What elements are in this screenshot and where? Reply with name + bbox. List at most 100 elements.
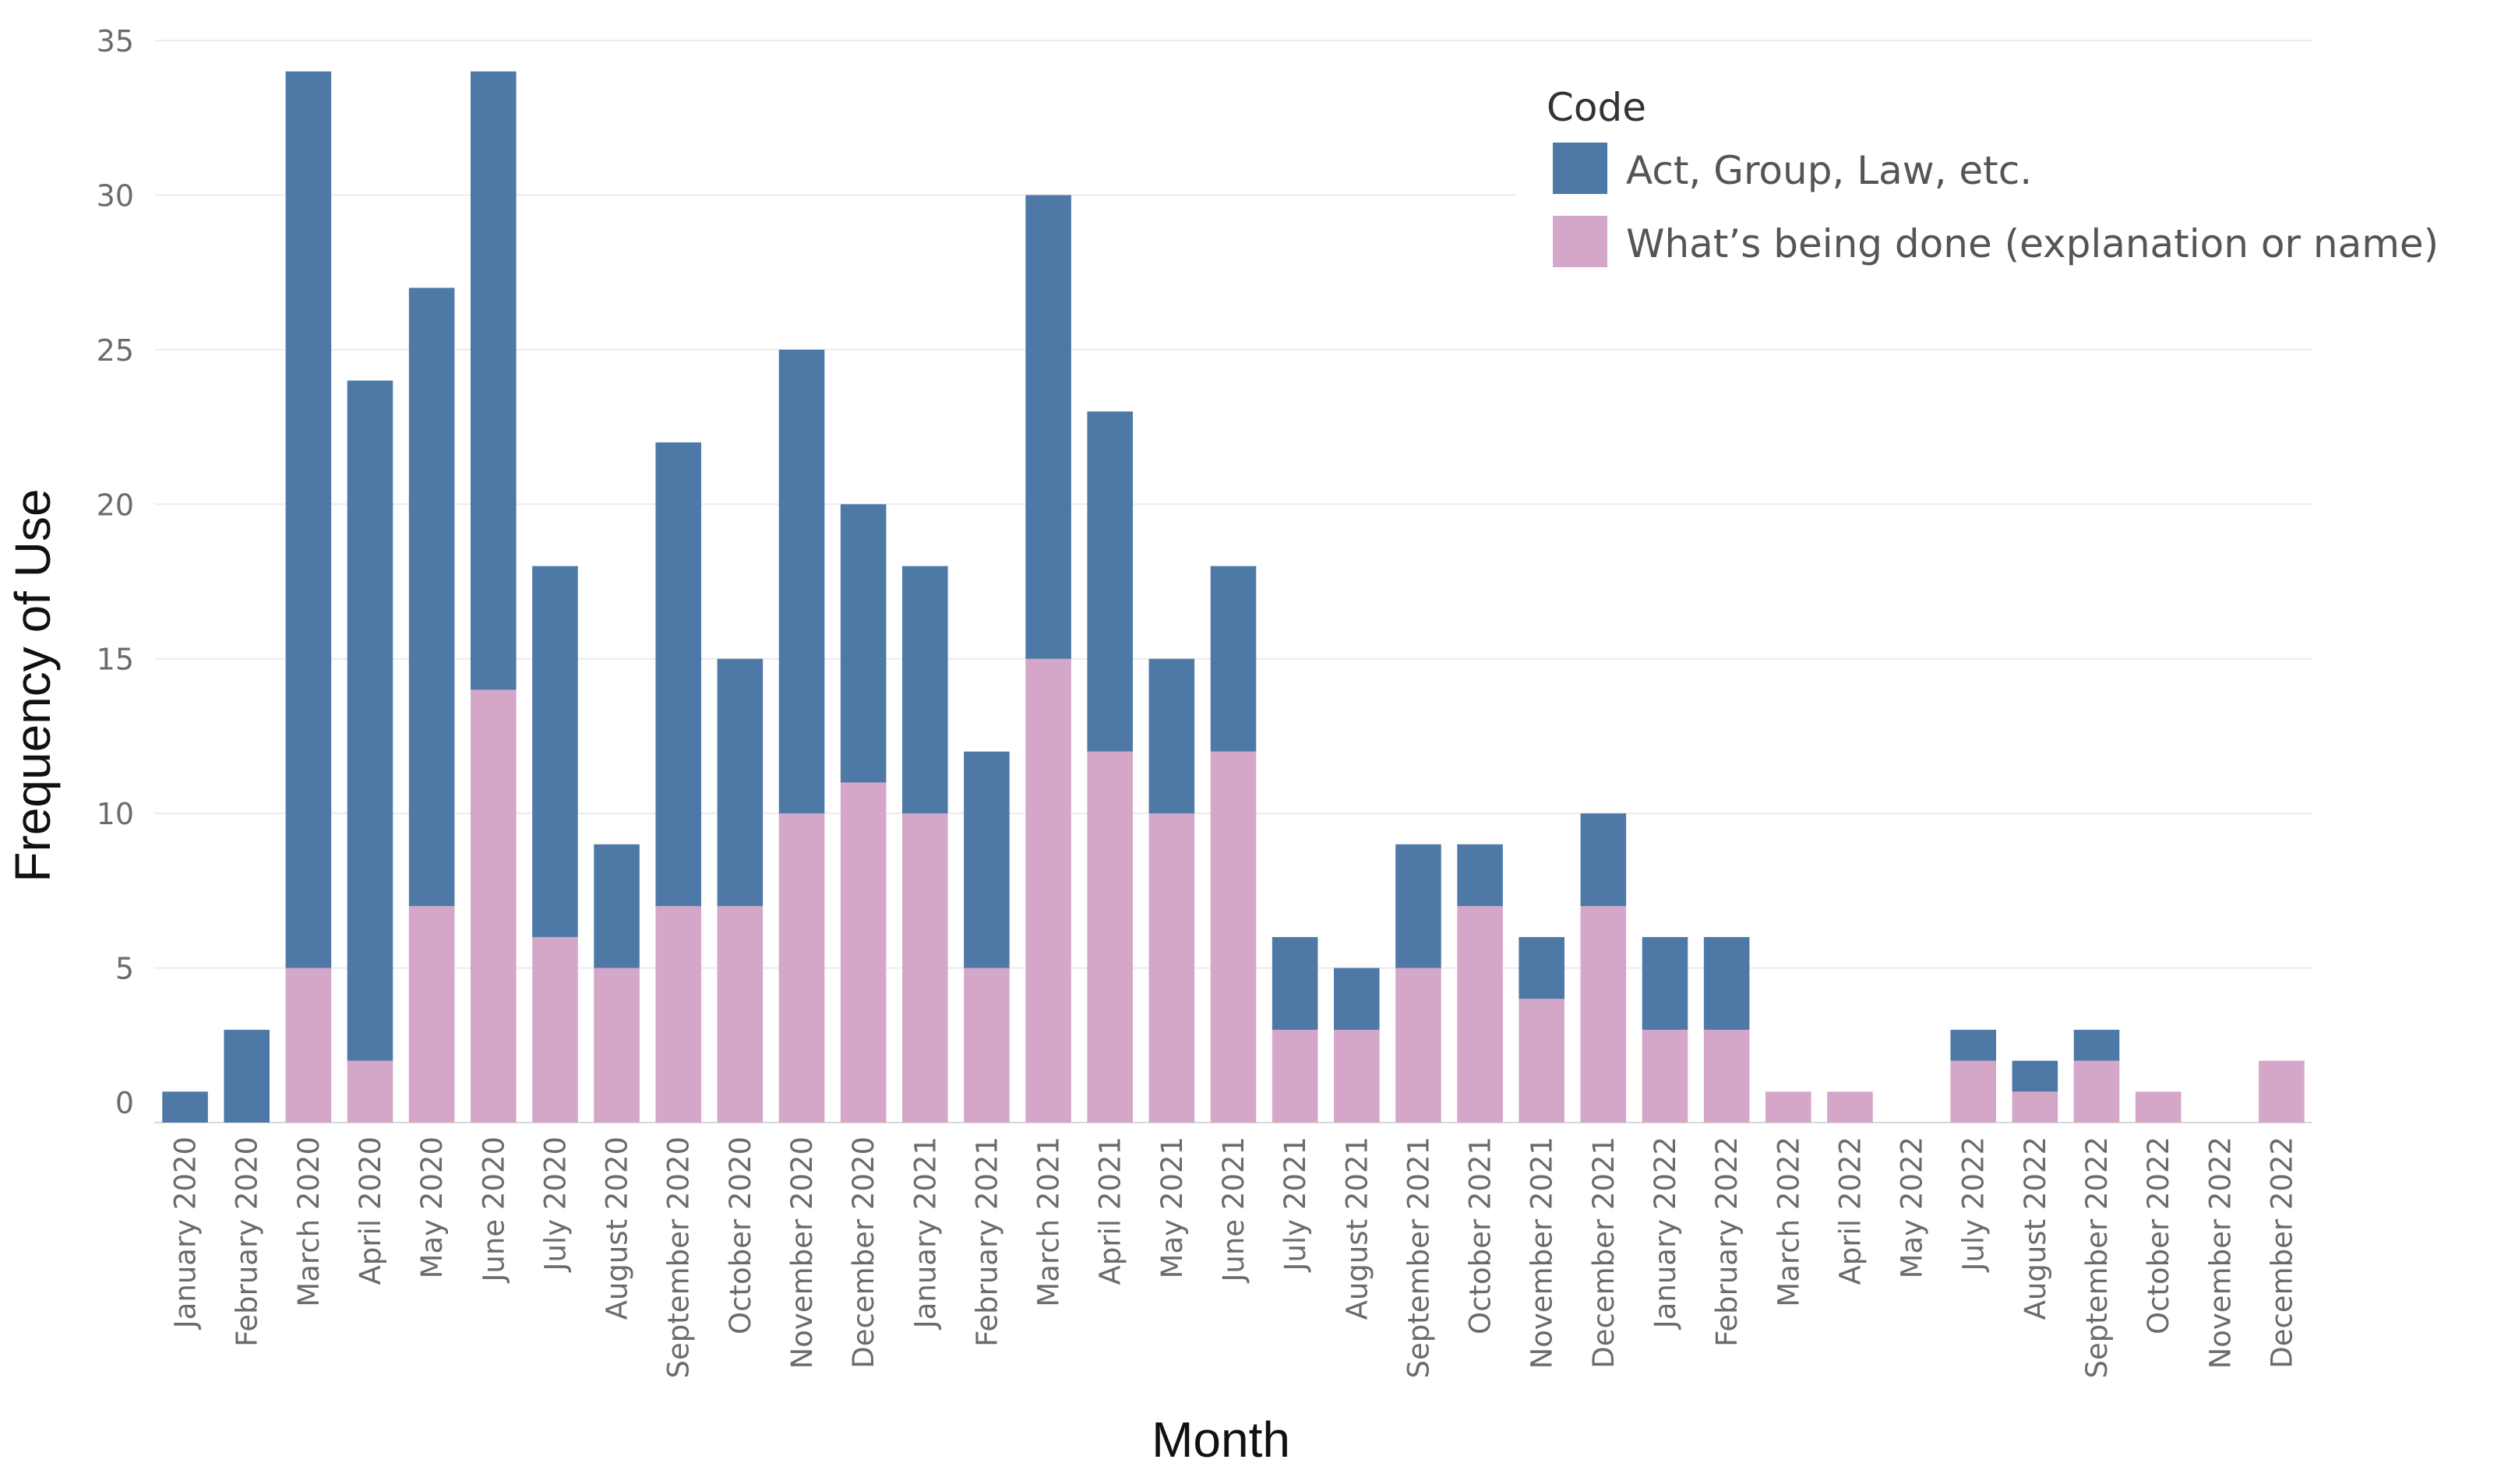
bar-segment-whats-being-done — [902, 813, 948, 1123]
x-tick-label: July 2021 — [1279, 1137, 1312, 1272]
bar-segment-act-group-law — [162, 1091, 208, 1123]
bar-segment-whats-being-done — [1087, 751, 1133, 1123]
x-tick-label: August 2022 — [2019, 1137, 2052, 1320]
bar-segment-whats-being-done — [1827, 1091, 1873, 1123]
bar-segment-act-group-law — [778, 349, 825, 814]
bar-segment-whats-being-done — [1950, 1060, 1996, 1123]
bar-segment-whats-being-done — [1272, 1029, 1318, 1123]
bar-segment-whats-being-done — [1148, 813, 1195, 1123]
x-tick-label: May 2020 — [415, 1137, 449, 1278]
bar-segment-act-group-law — [1025, 195, 1071, 659]
bar-segment-whats-being-done — [1642, 1029, 1688, 1123]
bar-segment-whats-being-done — [1025, 658, 1071, 1123]
x-tick-label: February 2021 — [970, 1137, 1004, 1347]
x-tick-label: December 2022 — [2265, 1137, 2298, 1369]
y-tick-label: 10 — [97, 797, 134, 831]
bar-segment-act-group-law — [902, 566, 948, 814]
bar-segment-whats-being-done — [408, 906, 455, 1123]
bar-segment-whats-being-done — [285, 968, 332, 1123]
bar-segment-whats-being-done — [2259, 1060, 2305, 1123]
bar-segment-act-group-law — [655, 442, 701, 907]
y-tick-label: 25 — [97, 333, 134, 368]
x-tick-label: November 2020 — [785, 1137, 819, 1369]
x-tick-label: March 2022 — [1772, 1137, 1805, 1307]
bar-segment-act-group-law — [1272, 936, 1318, 1030]
x-tick-label: April 2022 — [1833, 1137, 1867, 1285]
bar-segment-act-group-law — [2012, 1060, 2058, 1092]
x-tick-label: February 2022 — [1710, 1137, 1744, 1347]
x-tick-label: August 2020 — [601, 1137, 634, 1320]
legend-label-whats-being-done: What’s being done (explanation or name) — [1626, 221, 2439, 266]
x-tick-label: October 2021 — [1464, 1137, 1497, 1334]
x-tick-label: November 2022 — [2203, 1137, 2237, 1369]
bar-segment-whats-being-done — [1580, 906, 1627, 1123]
bar-segment-act-group-law — [1580, 813, 1627, 907]
bar-segment-act-group-law — [1642, 936, 1688, 1030]
bar-segment-act-group-law — [471, 71, 517, 690]
bar-segment-whats-being-done — [1395, 968, 1441, 1123]
x-tick-label: September 2022 — [2080, 1137, 2114, 1378]
bar-segment-whats-being-done — [347, 1060, 393, 1123]
x-tick-label: December 2020 — [847, 1137, 880, 1369]
legend-title: Code — [1547, 85, 1646, 130]
bar-segment-act-group-law — [347, 380, 393, 1061]
x-tick-label: September 2021 — [1402, 1137, 1435, 1378]
bar-segment-whats-being-done — [1519, 999, 1564, 1123]
x-tick-label: December 2021 — [1587, 1137, 1621, 1369]
y-tick-label: 35 — [97, 24, 134, 58]
y-axis-ticks: 35 30 25 20 15 10 5 0 — [97, 24, 134, 1120]
bar-segment-act-group-law — [1334, 968, 1380, 1030]
x-tick-label: January 2020 — [169, 1137, 203, 1330]
bar-segment-whats-being-done — [2073, 1060, 2120, 1123]
bar-segment-whats-being-done — [840, 782, 887, 1123]
bar-segment-whats-being-done — [594, 968, 640, 1123]
x-tick-label: August 2021 — [1340, 1137, 1374, 1320]
x-tick-label: February 2020 — [231, 1137, 264, 1347]
bar-segment-act-group-law — [285, 71, 332, 968]
legend: Code Act, Group, Law, etc. What’s being … — [1515, 70, 2515, 280]
bar-segment-whats-being-done — [471, 689, 517, 1123]
bar-segment-act-group-law — [1950, 1029, 1996, 1061]
bar-segment-act-group-law — [1087, 411, 1133, 752]
bar-segment-act-group-law — [1148, 658, 1195, 814]
bar-segment-act-group-law — [408, 287, 455, 907]
legend-background — [1515, 70, 2515, 280]
bar-segment-act-group-law — [1703, 936, 1750, 1030]
y-axis-title: Frequency of Use — [5, 488, 61, 882]
x-tick-label: June 2020 — [477, 1137, 510, 1284]
y-tick-label: 5 — [115, 952, 134, 986]
x-axis-title: Month — [1152, 1412, 1290, 1468]
y-tick-label: 30 — [97, 178, 134, 213]
x-tick-label: April 2021 — [1094, 1137, 1127, 1285]
bar-segment-whats-being-done — [1703, 1029, 1750, 1123]
x-tick-label: March 2020 — [292, 1137, 326, 1307]
bar-segment-act-group-law — [2073, 1029, 2120, 1061]
x-tick-label: October 2022 — [2142, 1137, 2175, 1334]
x-tick-label: April 2020 — [354, 1137, 387, 1285]
legend-swatch-act — [1553, 143, 1607, 194]
x-tick-label: June 2021 — [1217, 1137, 1250, 1284]
bar-segment-act-group-law — [594, 844, 640, 968]
y-tick-label: 15 — [97, 643, 134, 677]
x-tick-label: May 2022 — [1896, 1137, 1929, 1278]
x-tick-label: November 2021 — [1526, 1137, 1559, 1369]
legend-label-act: Act, Group, Law, etc. — [1626, 148, 2032, 193]
x-tick-label: May 2021 — [1155, 1137, 1189, 1278]
y-tick-label: 0 — [115, 1086, 134, 1120]
y-tick-label: 20 — [97, 488, 134, 522]
bars — [162, 71, 2305, 1123]
x-tick-label: September 2020 — [662, 1137, 696, 1378]
bar-segment-act-group-law — [964, 751, 1010, 968]
bar-segment-act-group-law — [224, 1029, 270, 1123]
x-tick-label: July 2020 — [538, 1137, 572, 1272]
bar-segment-whats-being-done — [964, 968, 1010, 1123]
bar-segment-act-group-law — [840, 504, 887, 783]
bar-segment-act-group-law — [1519, 936, 1564, 999]
bar-segment-whats-being-done — [2012, 1091, 2058, 1123]
bar-segment-whats-being-done — [1334, 1029, 1380, 1123]
bar-segment-whats-being-done — [717, 906, 764, 1123]
bar-segment-whats-being-done — [778, 813, 825, 1123]
x-tick-label: March 2021 — [1032, 1137, 1066, 1307]
bar-segment-act-group-law — [717, 658, 764, 907]
